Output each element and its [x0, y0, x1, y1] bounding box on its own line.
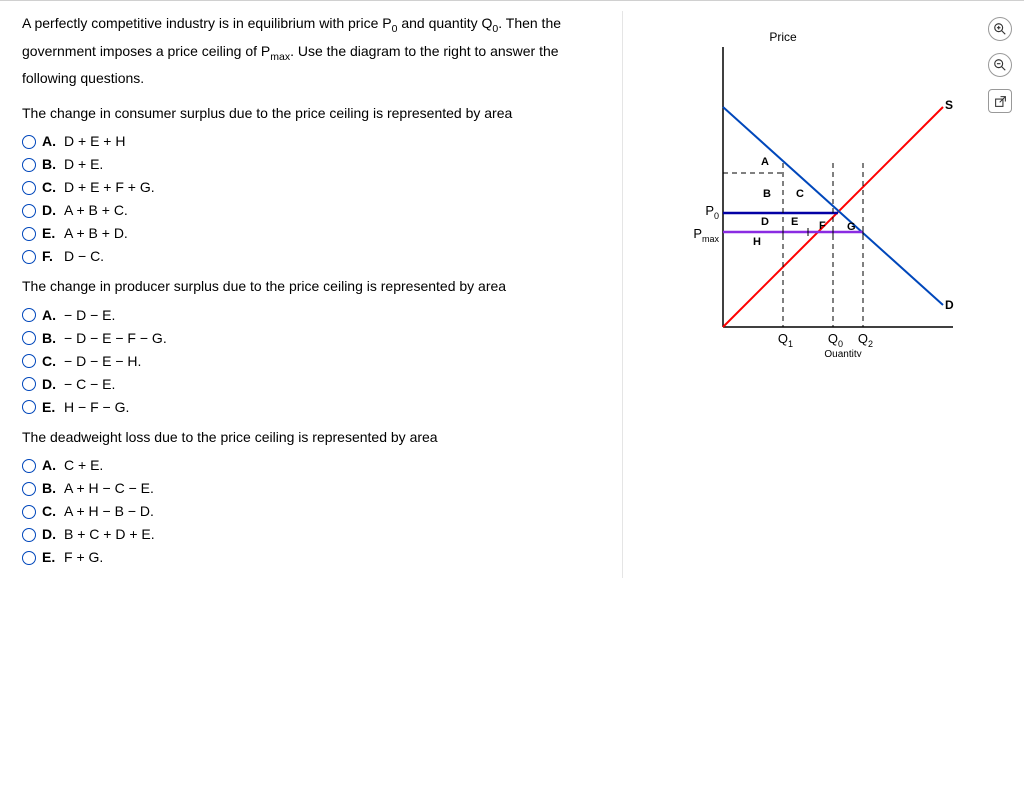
- option-text: C + E.: [64, 455, 103, 476]
- answer-option[interactable]: F. D − C.: [22, 246, 612, 267]
- radio-icon[interactable]: [22, 482, 36, 496]
- radio-icon[interactable]: [22, 250, 36, 264]
- option-text: H − F − G.: [64, 397, 129, 418]
- radio-icon[interactable]: [22, 204, 36, 218]
- answer-option[interactable]: B. − D − E − F − G.: [22, 328, 612, 349]
- intro-text: A perfectly competitive industry is in e…: [22, 11, 612, 92]
- option-letter: C.: [42, 501, 60, 522]
- zoom-in-icon[interactable]: [988, 17, 1012, 41]
- svg-text:E: E: [791, 216, 798, 228]
- divider: [0, 0, 1024, 1]
- svg-text:Price: Price: [769, 30, 797, 44]
- radio-icon[interactable]: [22, 505, 36, 519]
- diagram-column: Price Quantity S D P0 Pmax Q1 Q0 Q2 A B C D E F G H: [623, 11, 1006, 578]
- svg-text:H: H: [753, 236, 761, 248]
- radio-icon[interactable]: [22, 354, 36, 368]
- svg-text:B: B: [763, 188, 771, 200]
- svg-text:F: F: [819, 220, 826, 232]
- question-block: The change in producer surplus due to th…: [22, 277, 612, 418]
- answer-option[interactable]: A.D + E + H: [22, 131, 612, 152]
- option-letter: C.: [42, 177, 60, 198]
- svg-text:Quantity: Quantity: [824, 349, 861, 357]
- option-letter: B.: [42, 328, 60, 349]
- radio-icon[interactable]: [22, 528, 36, 542]
- zoom-out-icon[interactable]: [988, 53, 1012, 77]
- answer-option[interactable]: E.H − F − G.: [22, 397, 612, 418]
- svg-text:Q0: Q0: [828, 331, 843, 349]
- radio-icon[interactable]: [22, 181, 36, 195]
- option-text: D + E + F + G.: [64, 177, 155, 198]
- radio-icon[interactable]: [22, 227, 36, 241]
- option-text: − D − E.: [64, 305, 115, 326]
- svg-text:P0: P0: [705, 203, 719, 221]
- option-letter: A.: [42, 131, 60, 152]
- option-text: − C − E.: [64, 374, 115, 395]
- option-text: A + H − B − D.: [64, 501, 154, 522]
- question-block: The deadweight loss due to the price cei…: [22, 428, 612, 569]
- option-text: B + C + D + E.: [64, 524, 155, 545]
- option-letter: F.: [42, 246, 60, 267]
- answer-option[interactable]: C. − D − E − H.: [22, 351, 612, 372]
- question-text: The change in producer surplus due to th…: [22, 277, 612, 297]
- answer-option[interactable]: C.D + E + F + G.: [22, 177, 612, 198]
- svg-text:D: D: [945, 298, 954, 312]
- radio-icon[interactable]: [22, 308, 36, 322]
- answer-option[interactable]: E.A + B + D.: [22, 223, 612, 244]
- option-letter: D.: [42, 524, 60, 545]
- question-text: The change in consumer surplus due to th…: [22, 104, 612, 124]
- radio-icon[interactable]: [22, 377, 36, 391]
- radio-icon[interactable]: [22, 400, 36, 414]
- svg-text:Q2: Q2: [858, 331, 873, 349]
- option-letter: E.: [42, 547, 60, 568]
- question-block: The change in consumer surplus due to th…: [22, 104, 612, 268]
- option-letter: A.: [42, 305, 60, 326]
- answer-option[interactable]: E.F + G.: [22, 547, 612, 568]
- option-letter: E.: [42, 223, 60, 244]
- option-text: D − C.: [64, 246, 104, 267]
- option-letter: B.: [42, 478, 60, 499]
- svg-text:C: C: [796, 188, 804, 200]
- questions-container: The change in consumer surplus due to th…: [22, 104, 612, 569]
- answer-option[interactable]: B.D + E.: [22, 154, 612, 175]
- svg-text:Pmax: Pmax: [693, 226, 719, 244]
- option-text: A + B + D.: [64, 223, 128, 244]
- option-letter: A.: [42, 455, 60, 476]
- answer-option[interactable]: A. − D − E.: [22, 305, 612, 326]
- supply-demand-chart: Price Quantity S D P0 Pmax Q1 Q0 Q2 A B C D E F G H: [663, 17, 963, 360]
- radio-icon[interactable]: [22, 135, 36, 149]
- svg-text:G: G: [847, 221, 856, 233]
- radio-icon[interactable]: [22, 459, 36, 473]
- option-letter: C.: [42, 351, 60, 372]
- option-text: D + E.: [64, 154, 103, 175]
- tool-icons: [988, 17, 1012, 113]
- question-column: A perfectly competitive industry is in e…: [22, 11, 623, 578]
- svg-text:D: D: [761, 216, 769, 228]
- option-text: − D − E − F − G.: [64, 328, 167, 349]
- option-letter: E.: [42, 397, 60, 418]
- radio-icon[interactable]: [22, 158, 36, 172]
- answer-option[interactable]: D.B + C + D + E.: [22, 524, 612, 545]
- answer-option[interactable]: C.A + H − B − D.: [22, 501, 612, 522]
- option-text: F + G.: [64, 547, 103, 568]
- option-letter: D.: [42, 200, 60, 221]
- option-text: A + B + C.: [64, 200, 128, 221]
- answer-option[interactable]: D.A + B + C.: [22, 200, 612, 221]
- svg-text:Q1: Q1: [778, 331, 793, 349]
- svg-text:S: S: [945, 98, 953, 112]
- option-text: A + H − C − E.: [64, 478, 154, 499]
- svg-text:A: A: [761, 156, 769, 168]
- radio-icon[interactable]: [22, 331, 36, 345]
- radio-icon[interactable]: [22, 551, 36, 565]
- main-content: A perfectly competitive industry is in e…: [0, 11, 1024, 578]
- question-text: The deadweight loss due to the price cei…: [22, 428, 612, 448]
- option-letter: D.: [42, 374, 60, 395]
- answer-option[interactable]: B.A + H − C − E.: [22, 478, 612, 499]
- option-text: − D − E − H.: [64, 351, 141, 372]
- answer-option[interactable]: D. − C − E.: [22, 374, 612, 395]
- popout-icon[interactable]: [988, 89, 1012, 113]
- answer-option[interactable]: A.C + E.: [22, 455, 612, 476]
- option-text: D + E + H: [64, 131, 125, 152]
- option-letter: B.: [42, 154, 60, 175]
